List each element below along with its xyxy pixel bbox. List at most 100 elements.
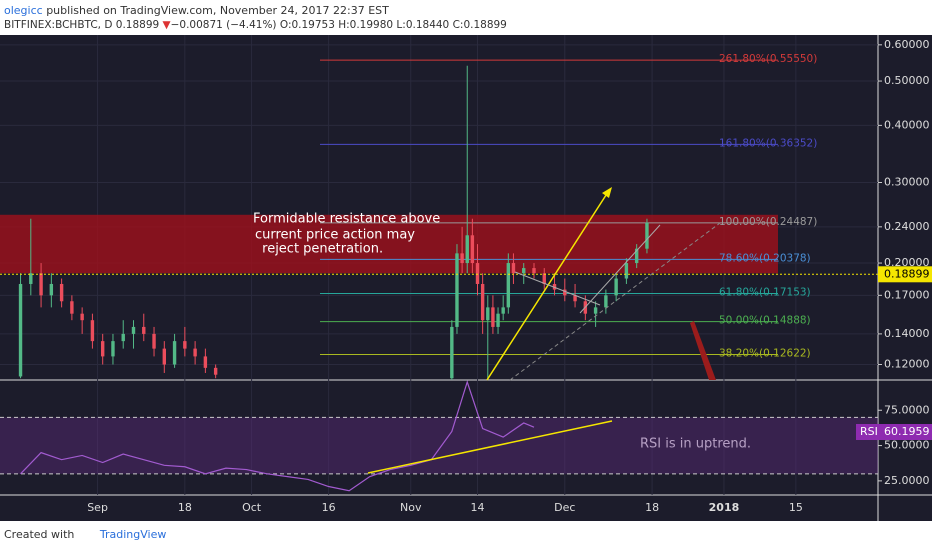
candle-body — [496, 313, 500, 327]
arrow: ▼ — [162, 19, 171, 31]
chart: 0.60000 0.50000 0.40000 0.30000 0.24000 0.200… — [0, 35, 932, 521]
last: 0.18899 — [115, 19, 160, 31]
x-tick-label: 15 — [789, 501, 803, 514]
candle-body — [542, 273, 546, 284]
candle-body — [203, 356, 208, 368]
candle-body — [645, 222, 649, 249]
candle-body — [183, 341, 187, 349]
rsi-tick-label: 25.0000 — [884, 474, 930, 487]
arrow-head — [602, 187, 612, 198]
fib-label: 61.80%(0.17153) — [719, 287, 811, 299]
x-tick-label: Sep — [87, 501, 108, 514]
created: Created with — [4, 528, 75, 541]
candle-body — [18, 283, 23, 377]
candle-body — [59, 283, 64, 302]
change: −0.00871 (−4.41%) — [170, 19, 277, 31]
candle-body — [614, 278, 618, 296]
candle-body — [506, 263, 511, 308]
rsi-tick-label: 75.0000 — [884, 403, 930, 416]
fib-label: 261.80%(0.55550) — [719, 53, 817, 65]
candle-body — [162, 348, 167, 365]
candle-body — [80, 313, 84, 321]
brand[interactable]: TradingView — [99, 528, 167, 541]
rsi-tag — [856, 424, 932, 440]
rsi-name: RSI — [860, 425, 878, 438]
candle-body — [486, 307, 490, 321]
candle-body — [465, 235, 469, 264]
fib-label: 100.00%(0.24487) — [719, 216, 817, 228]
y-tick-label: 0.14000 — [884, 327, 930, 340]
candle-body — [552, 283, 557, 290]
candle-body — [152, 333, 156, 349]
candle-body — [522, 268, 526, 274]
trend-line — [579, 224, 661, 314]
plot-background — [0, 35, 878, 521]
x-tick-label: 2018 — [709, 501, 740, 514]
candle-body — [29, 273, 33, 284]
candle-body — [491, 307, 495, 327]
rsi-tick-label: 50.0000 — [884, 439, 930, 452]
x-tick-label: 14 — [471, 501, 485, 514]
x-tick-label: Nov — [400, 501, 422, 514]
x-tick-label: Oct — [242, 501, 262, 514]
y-tick-label: 0.17000 — [884, 288, 930, 301]
candle-body — [634, 248, 639, 264]
fib-label: 161.80%(0.36352) — [719, 137, 817, 149]
y-tick-label: 0.50000 — [884, 74, 930, 87]
x-tick-label: 18 — [178, 501, 192, 514]
candle-body — [142, 326, 146, 334]
ohlc: O:0.19753 H:0.19980 L:0.18440 C:0.18899 — [279, 19, 507, 31]
y-tick-label: 0.12000 — [884, 358, 930, 371]
candle-body — [450, 326, 454, 379]
last-price-label: 0.18899 — [884, 267, 930, 280]
annotation: reject penetration. — [258, 242, 383, 257]
y-tick-label: 0.24000 — [884, 220, 930, 233]
candle-body — [100, 341, 105, 357]
footer: Created with TradingView — [4, 528, 166, 541]
candle-body — [39, 273, 43, 296]
rsi-trend-line — [367, 420, 613, 474]
candle-body — [213, 367, 218, 375]
header: olegicc published on TradingView.com, No… — [4, 3, 507, 33]
fib-label: 78.60%(0.20378) — [719, 252, 811, 264]
annotation: current price action may — [255, 228, 415, 243]
candle-body — [111, 341, 115, 357]
candle-body — [501, 307, 505, 314]
annotation: Formidable resistance above — [253, 212, 440, 227]
candle-body — [90, 320, 95, 342]
candle-body — [475, 263, 480, 284]
rsi-value: 60.1959 — [884, 425, 930, 438]
candle-body — [470, 235, 475, 264]
candle-body — [593, 307, 598, 314]
layer: 0.60000 0.50000 0.40000 0.30000 0.24000 0.200… — [0, 35, 932, 514]
candle-body — [455, 253, 459, 327]
rsi-line — [20, 380, 535, 492]
candle-body — [511, 263, 516, 274]
author[interactable]: olegicc — [4, 4, 43, 17]
candle-body — [624, 263, 629, 279]
candle-body — [480, 283, 485, 321]
candle-body — [70, 301, 74, 314]
fib-label: 38.20%(0.12622) — [719, 347, 811, 359]
x-tick-label: 18 — [645, 501, 659, 514]
trend-line — [514, 271, 601, 306]
symbol: BITFINEX:BCHBTC, D — [4, 19, 113, 31]
candle-body — [604, 295, 608, 308]
fib-label: 50.00%(0.14888) — [719, 315, 811, 327]
trend-arrow — [486, 191, 609, 381]
candle-body — [532, 268, 536, 274]
candle-body — [563, 289, 567, 296]
published: published on TradingView.com, November 2… — [46, 4, 389, 17]
y-tick-label: 0.20000 — [884, 256, 930, 269]
y-tick-label: 0.40000 — [884, 118, 930, 131]
x-tick-label: 16 — [322, 501, 336, 514]
candle-body — [193, 348, 197, 357]
x-tick-label: Dec — [554, 501, 575, 514]
candle-body — [172, 341, 177, 365]
annotation: RSI is in uptrend. — [640, 437, 751, 452]
candle-body — [131, 326, 136, 334]
candle-body — [49, 283, 54, 296]
candle-body — [573, 295, 577, 302]
candle-body — [460, 253, 464, 264]
